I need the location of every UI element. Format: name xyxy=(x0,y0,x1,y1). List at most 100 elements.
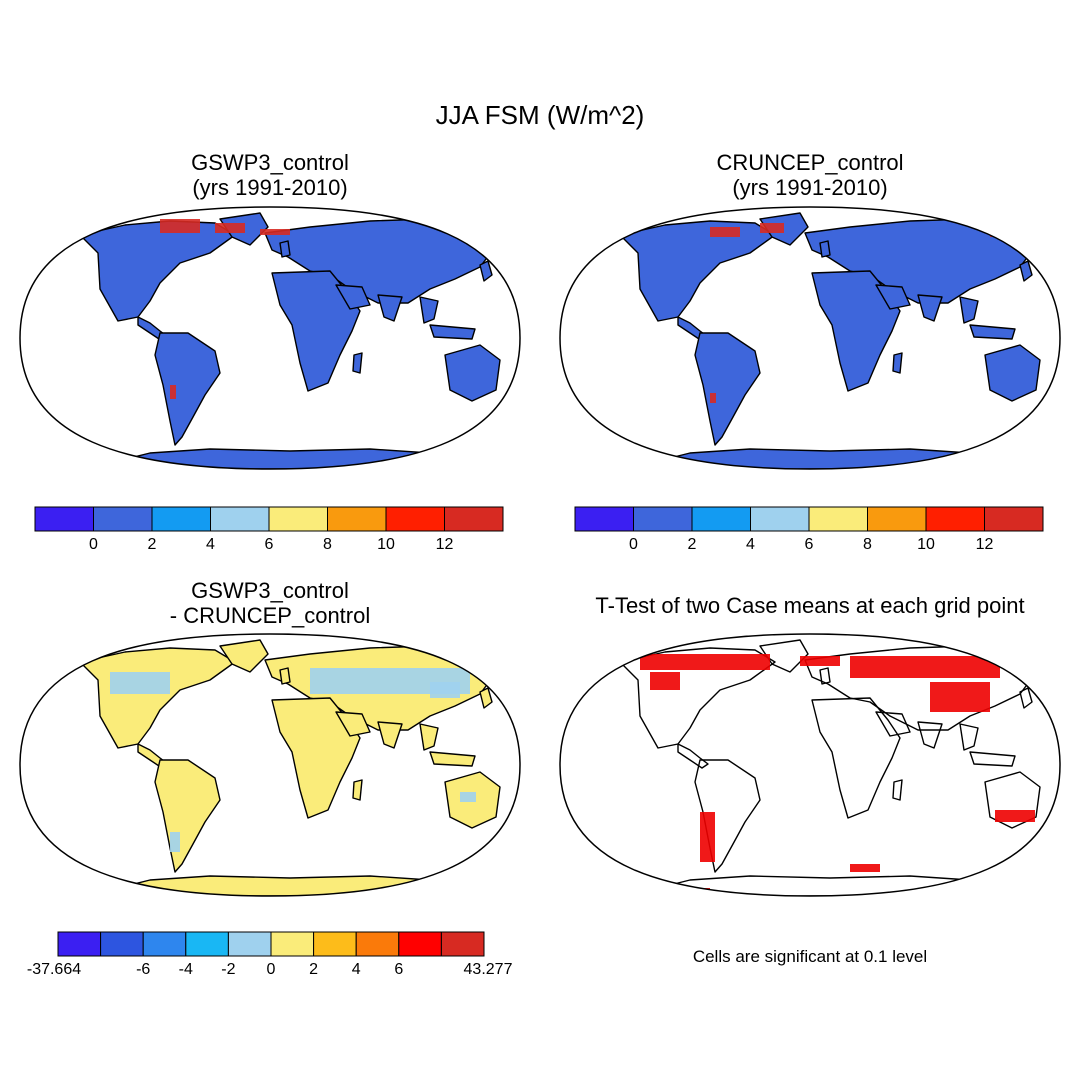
land-arabia-diff xyxy=(335,711,371,737)
land-madagascar-cruncep xyxy=(892,352,903,374)
land-indonesia-gswp3 xyxy=(429,324,476,340)
land-south-america-gswp3 xyxy=(154,332,221,446)
hotspot-gswp3-1 xyxy=(215,223,245,233)
land-south-america-cruncep xyxy=(694,332,761,446)
colorbar-svg-gswp3-label-4: 8 xyxy=(323,536,332,553)
land-madagascar-gswp3 xyxy=(352,352,363,374)
land-madagascar-ttest xyxy=(892,779,903,801)
colorbar-svg-cruncep-swatch-0 xyxy=(574,506,634,532)
map-svg-gswp3 xyxy=(19,206,521,470)
colorbar-svg-diff-label-1: -6 xyxy=(136,961,150,978)
colorbar-svg-diff-swatch-4 xyxy=(227,931,272,957)
colorbar-svg-gswp3-swatch-7 xyxy=(444,506,504,532)
panel-title-ttest: T-Test of two Case means at each grid po… xyxy=(540,593,1080,618)
colorbar-svg-diff: -37.664 -6 -4 -2 0 2 4 6 43.277 xyxy=(27,931,513,978)
hotspot-gswp3-0 xyxy=(160,219,200,233)
colorbar-svg-cruncep: 0 2 4 6 8 10 12 xyxy=(574,506,1044,553)
land-central-america-ttest xyxy=(677,743,709,769)
land-uk-cruncep xyxy=(819,240,831,258)
colorbar-svg-gswp3-swatch-2 xyxy=(151,506,211,532)
land-japan-gswp3 xyxy=(479,260,493,282)
map-content-ttest xyxy=(619,639,1057,896)
colorbar-svg-cruncep-label-0: 0 xyxy=(629,536,638,553)
map-border-diff xyxy=(19,633,521,897)
colorbar-svg-cruncep-label-1: 2 xyxy=(688,536,697,553)
colorbar-svg-diff-label-8: 43.277 xyxy=(464,961,513,978)
hotspot-ttest-1 xyxy=(650,672,680,690)
colorbar-svg-diff-label-4: 0 xyxy=(267,961,276,978)
land-australia-cruncep xyxy=(984,344,1041,402)
land-antarctica-gswp3 xyxy=(109,448,456,469)
colorbar-diff: -37.664 -6 -4 -2 0 2 4 6 43.277 xyxy=(20,930,540,985)
land-new-zealand-gswp3 xyxy=(507,388,517,406)
hotspot-gswp3-3 xyxy=(460,229,490,237)
hotspot-cruncep-1 xyxy=(760,223,784,233)
land-india-cruncep xyxy=(917,294,943,322)
hotspot-ttest-7 xyxy=(850,864,880,872)
colorbar-svg-diff-swatch-0 xyxy=(57,931,102,957)
map-panel-cruncep xyxy=(550,205,1070,471)
colorbar-svg-diff-swatch-3 xyxy=(185,931,229,957)
colorbar-svg-cruncep-label-3: 6 xyxy=(805,536,814,553)
land-japan-diff xyxy=(479,687,493,709)
panel-title-cruncep-line2: (yrs 1991-2010) xyxy=(732,175,888,200)
land-madagascar-diff xyxy=(352,779,363,801)
land-new-zealand-diff xyxy=(507,815,517,833)
hotspot-gswp3-4 xyxy=(170,385,176,399)
land-north-america-ttest xyxy=(619,647,776,749)
land-india-gswp3 xyxy=(377,294,403,322)
panel-title-gswp3-line2: (yrs 1991-2010) xyxy=(192,175,348,200)
colorbar-svg-gswp3-swatch-4 xyxy=(268,506,328,532)
colorbar-svg-cruncep-swatch-6 xyxy=(925,506,985,532)
colorbar-svg-gswp3-label-5: 10 xyxy=(377,536,395,553)
hotspot-ttest-5 xyxy=(700,812,715,862)
hotspot-cruncep-3 xyxy=(710,393,716,403)
land-north-america-diff xyxy=(79,647,236,749)
land-uk-diff xyxy=(279,667,291,685)
hotspot-gswp3-2 xyxy=(260,229,290,235)
hotspot-ttest-4 xyxy=(930,682,990,712)
panel-title-diff-line2: - CRUNCEP_control xyxy=(169,603,371,628)
hotspot-ttest-6 xyxy=(995,810,1035,822)
land-india-ttest xyxy=(917,721,943,749)
hotspot-diff-2 xyxy=(430,682,460,698)
land-south-america-diff xyxy=(154,759,221,873)
map-svg-ttest xyxy=(559,633,1061,897)
significance-note: Cells are significant at 0.1 level xyxy=(692,947,928,966)
panel-title-gswp3: GSWP3_control (yrs 1991-2010) xyxy=(70,150,470,200)
land-southeast-asia-diff xyxy=(419,723,439,751)
colorbar-svg-diff-label-7: 6 xyxy=(394,961,403,978)
panel-title-gswp3-line1: GSWP3_control xyxy=(191,150,349,175)
land-southeast-asia-gswp3 xyxy=(419,296,439,324)
map-panel-diff xyxy=(10,632,530,898)
colorbar-svg-gswp3-label-3: 6 xyxy=(265,536,274,553)
panel-title-diff: GSWP3_control - CRUNCEP_control xyxy=(70,578,470,628)
land-africa-ttest xyxy=(811,697,901,819)
colorbar-svg-cruncep-swatch-5 xyxy=(867,506,927,532)
colorbar-svg-diff-swatch-8 xyxy=(398,931,442,957)
colorbar-svg-cruncep-label-5: 10 xyxy=(917,536,935,553)
colorbar-svg-gswp3-label-6: 12 xyxy=(436,536,454,553)
colorbar-svg-diff-swatch-9 xyxy=(440,931,485,957)
colorbar-svg-gswp3-swatch-3 xyxy=(210,506,270,532)
panel-title-ttest-line1: T-Test of two Case means at each grid po… xyxy=(595,593,1025,618)
land-greenland-diff xyxy=(219,639,269,673)
map-content-gswp3 xyxy=(79,212,517,469)
map-content-cruncep xyxy=(619,212,1057,469)
land-new-zealand-cruncep xyxy=(1047,388,1057,406)
colorbar-svg-diff-swatch-5 xyxy=(270,931,315,957)
colorbar-svg-gswp3-swatch-6 xyxy=(385,506,445,532)
colorbar-gswp3: 0 2 4 6 8 10 12 xyxy=(34,505,505,555)
figure-title: JJA FSM (W/m^2) xyxy=(435,100,645,130)
land-southeast-asia-cruncep xyxy=(959,296,979,324)
map-svg-cruncep xyxy=(559,206,1061,470)
land-indonesia-cruncep xyxy=(969,324,1016,340)
colorbar-svg-diff-label-5: 2 xyxy=(309,961,318,978)
land-north-america-cruncep xyxy=(619,220,776,322)
land-uk-gswp3 xyxy=(279,240,291,258)
land-new-zealand-ttest xyxy=(1047,815,1057,833)
land-japan-cruncep xyxy=(1019,260,1033,282)
colorbar-svg-gswp3: 0 2 4 6 8 10 12 xyxy=(34,506,504,553)
land-india-diff xyxy=(377,721,403,749)
hotspot-diff-4 xyxy=(460,792,476,802)
